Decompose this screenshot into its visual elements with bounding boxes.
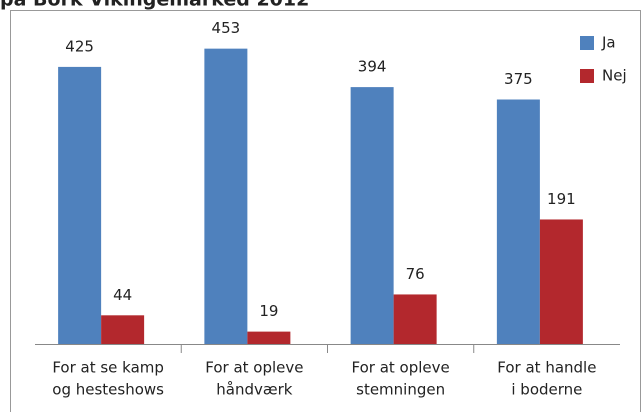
- value-label: 191: [547, 190, 576, 208]
- value-label: 453: [212, 19, 241, 37]
- value-label: 76: [406, 265, 425, 283]
- x-tick-label: stemningen: [356, 381, 445, 399]
- value-label: 394: [358, 58, 387, 76]
- x-tick-label: i boderne: [511, 381, 582, 399]
- value-label: 44: [113, 286, 132, 304]
- x-tick-label: For at se kamp: [52, 359, 164, 377]
- bar: [496, 99, 540, 344]
- legend-label: Ja: [601, 34, 616, 52]
- bar: [393, 294, 437, 344]
- chart-title: på Bork Vikingemarked 2012: [0, 0, 309, 11]
- x-tick-label: For at opleve: [205, 359, 303, 377]
- bar: [204, 48, 248, 344]
- value-label: 19: [259, 302, 278, 320]
- value-label: 425: [65, 37, 94, 55]
- bar: [247, 331, 291, 344]
- x-tick-label: håndværk: [216, 381, 293, 399]
- legend-swatch: [580, 69, 594, 83]
- x-tick-label: For at handle: [497, 359, 596, 377]
- bar: [101, 315, 145, 344]
- x-tick-label: og hesteshows: [52, 381, 164, 399]
- bar: [350, 87, 394, 344]
- chart-border: [10, 10, 641, 412]
- bar: [58, 66, 102, 345]
- legend-swatch: [580, 36, 594, 50]
- legend-label: Nej: [602, 67, 627, 85]
- x-tick-label: For at opleve: [352, 359, 450, 377]
- bar: [539, 219, 583, 344]
- value-label: 375: [504, 70, 533, 88]
